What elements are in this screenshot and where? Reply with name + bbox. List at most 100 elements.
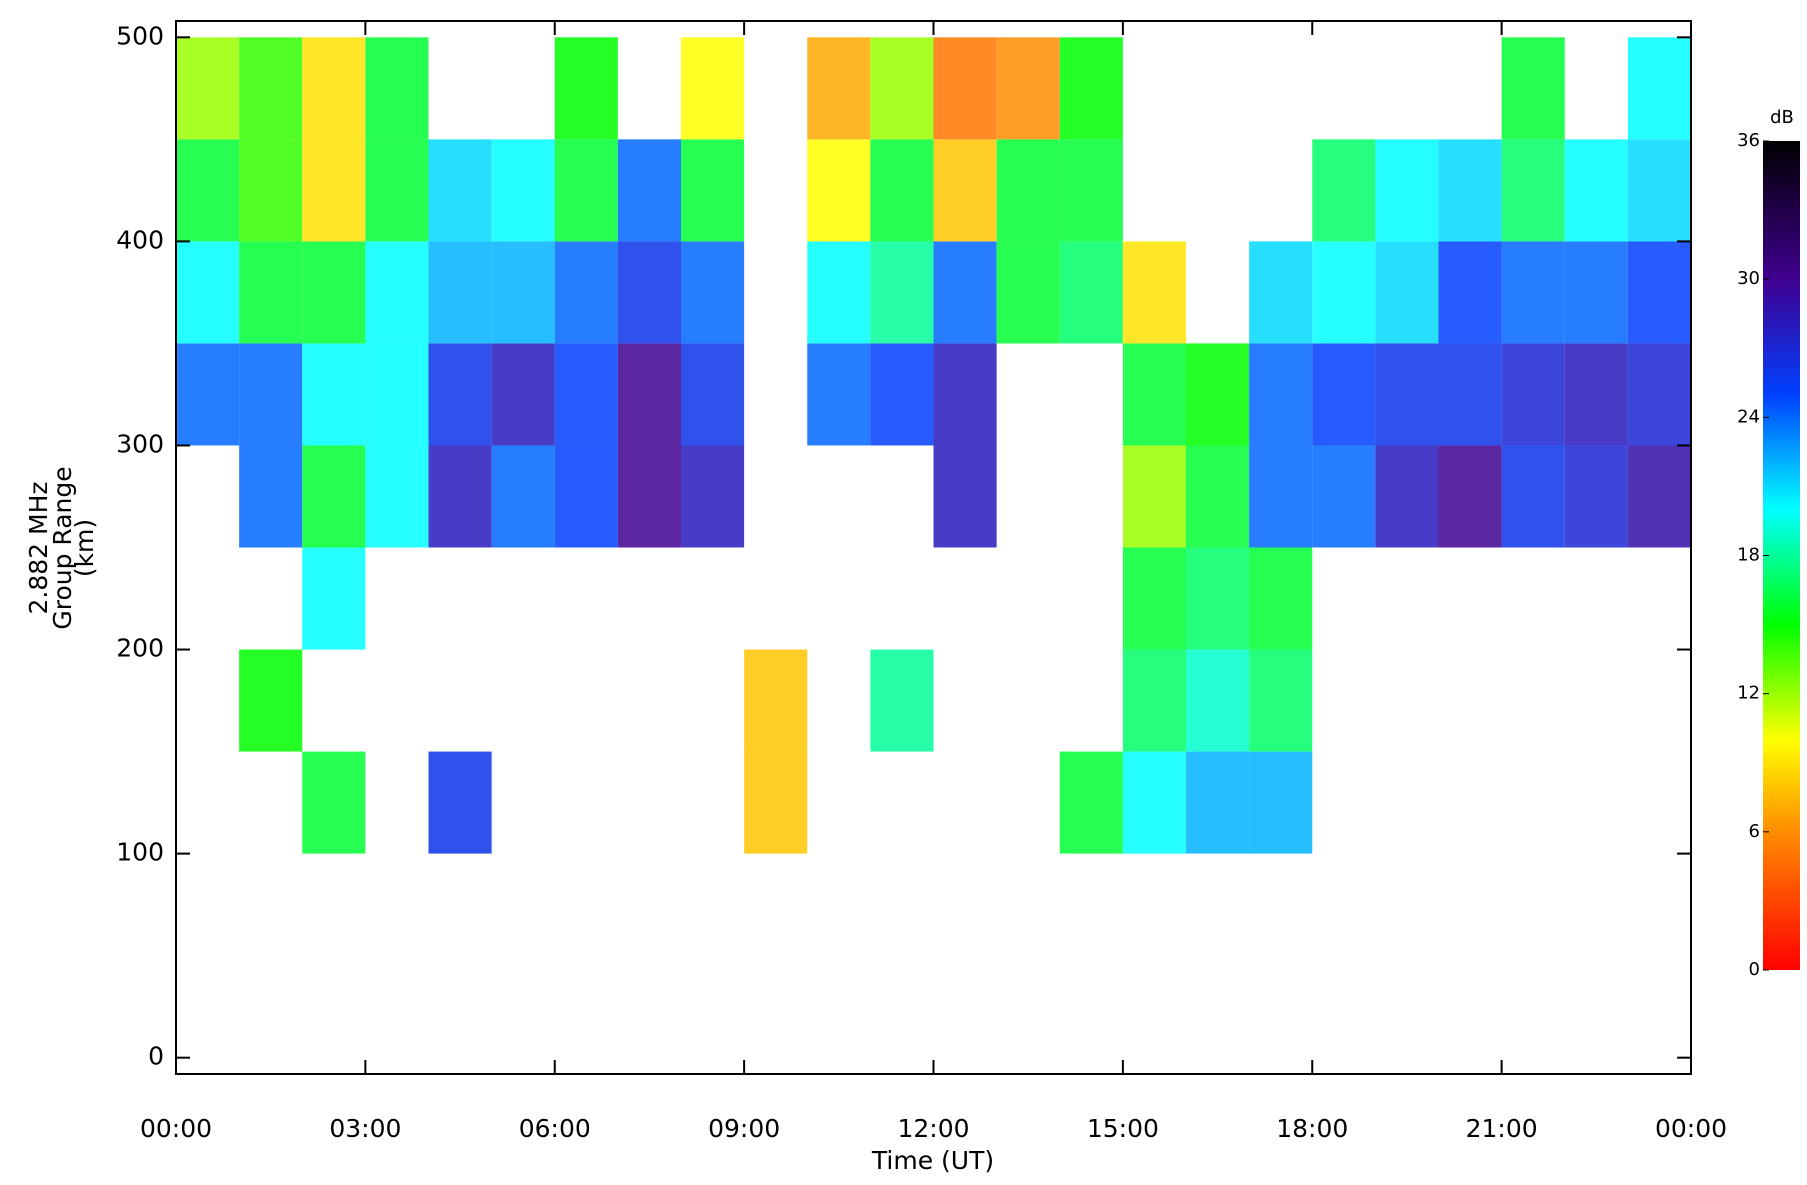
x-tick-label: 18:00 <box>1276 1114 1348 1143</box>
heatmap-cell <box>870 343 934 446</box>
x-tick-label: 06:00 <box>519 1114 591 1143</box>
heatmap-cell <box>1249 343 1313 446</box>
heatmap-cell <box>1564 241 1628 344</box>
heatmap-cell <box>239 139 303 242</box>
heatmap-cell <box>617 445 681 548</box>
y-tick-label: 400 <box>116 225 164 254</box>
heatmap-cell <box>933 241 997 344</box>
heatmap-cell <box>1249 751 1313 854</box>
heatmap-cell <box>681 241 745 344</box>
heatmap-cell <box>428 139 492 242</box>
x-tick-label: 00:00 <box>1655 1114 1727 1143</box>
heatmap-cell <box>365 343 429 446</box>
heatmap-cell <box>1186 343 1250 446</box>
heatmap-cell <box>554 241 618 344</box>
heatmap-cell <box>365 445 429 548</box>
y-tick-label: 0 <box>148 1042 164 1071</box>
heatmap-cell <box>1186 751 1250 854</box>
heatmap-cell <box>1501 139 1565 242</box>
heatmap-cell <box>428 343 492 446</box>
heatmap-cell <box>996 37 1060 140</box>
colorbar-tick-label: 24 <box>1737 406 1760 427</box>
heatmap-cell <box>1312 343 1376 446</box>
heatmap-cell <box>1627 241 1691 344</box>
x-tick-label: 15:00 <box>1087 1114 1159 1143</box>
y-axis-label-line: Group Range <box>48 466 77 629</box>
heatmap-cells <box>176 37 1691 854</box>
heatmap-cell <box>996 241 1060 344</box>
heatmap-cell <box>302 37 366 140</box>
heatmap-cell <box>302 751 366 854</box>
y-axis-label-line: (km) <box>70 519 99 577</box>
heatmap-cell <box>1627 445 1691 548</box>
colorbar-tick-label: 36 <box>1737 130 1760 151</box>
colorbar-tick-label: 6 <box>1749 821 1760 842</box>
heatmap-cell <box>1627 139 1691 242</box>
heatmap-cell <box>1122 445 1186 548</box>
heatmap-cell <box>744 751 808 854</box>
heatmap-cell <box>1059 751 1123 854</box>
y-tick-label: 500 <box>116 21 164 50</box>
heatmap-cell <box>302 139 366 242</box>
heatmap-cell <box>1375 241 1439 344</box>
heatmap-cell <box>1564 139 1628 242</box>
heatmap-cell <box>302 445 366 548</box>
heatmap-cell <box>1249 547 1313 650</box>
heatmap-cell <box>1375 343 1439 446</box>
heatmap-cell <box>1122 751 1186 854</box>
heatmap-cell <box>1059 241 1123 344</box>
heatmap-cell <box>1627 37 1691 140</box>
heatmap-cell <box>1122 343 1186 446</box>
heatmap-cell <box>1501 445 1565 548</box>
colorbar-label: dB <box>1770 107 1794 128</box>
heatmap-cell <box>681 37 745 140</box>
x-tick-label: 21:00 <box>1466 1114 1538 1143</box>
heatmap-cell <box>1564 445 1628 548</box>
heatmap-cell <box>428 751 492 854</box>
heatmap-cell <box>239 649 303 752</box>
heatmap-cell <box>1122 241 1186 344</box>
heatmap-cell <box>1059 139 1123 242</box>
heatmap-cell <box>807 139 871 242</box>
heatmap-cell <box>176 343 240 446</box>
heatmap-cell <box>1375 139 1439 242</box>
y-axis-label-line: 2.882 MHz <box>24 481 53 614</box>
heatmap-cell <box>1438 445 1502 548</box>
y-tick-label: 200 <box>116 634 164 663</box>
x-tick-label: 03:00 <box>329 1114 401 1143</box>
heatmap-cell <box>1122 649 1186 752</box>
heatmap-cell <box>1249 445 1313 548</box>
heatmap-cell <box>239 241 303 344</box>
heatmap-cell <box>1249 649 1313 752</box>
heatmap-cell <box>617 139 681 242</box>
colorbar-tick-label: 0 <box>1749 959 1760 980</box>
heatmap-cell <box>1186 649 1250 752</box>
heatmap-cell <box>554 445 618 548</box>
heatmap-cell <box>1122 547 1186 650</box>
heatmap-cell <box>1375 445 1439 548</box>
heatmap-cell <box>365 37 429 140</box>
heatmap-cell <box>1312 139 1376 242</box>
heatmap-cell <box>933 37 997 140</box>
heatmap-cell <box>365 139 429 242</box>
heatmap-cell <box>617 241 681 344</box>
y-tick-label: 300 <box>116 429 164 458</box>
heatmap-cell <box>554 343 618 446</box>
heatmap-cell <box>870 139 934 242</box>
heatmap-cell <box>302 241 366 344</box>
heatmap-cell <box>1501 241 1565 344</box>
x-tick-label: 00:00 <box>140 1114 212 1143</box>
heatmap-cell <box>933 445 997 548</box>
heatmap-cell <box>1312 241 1376 344</box>
heatmap-cell <box>239 37 303 140</box>
heatmap-cell <box>239 343 303 446</box>
heatmap-cell <box>933 343 997 446</box>
heatmap-cell <box>176 241 240 344</box>
heatmap-cell <box>302 343 366 446</box>
heatmap-cell <box>1186 445 1250 548</box>
colorbar-tick-label: 30 <box>1737 268 1760 289</box>
y-axis-label: 2.882 MHz Group Range (km) <box>24 466 99 629</box>
heatmap-cell <box>491 139 555 242</box>
heatmap-cell <box>1186 547 1250 650</box>
